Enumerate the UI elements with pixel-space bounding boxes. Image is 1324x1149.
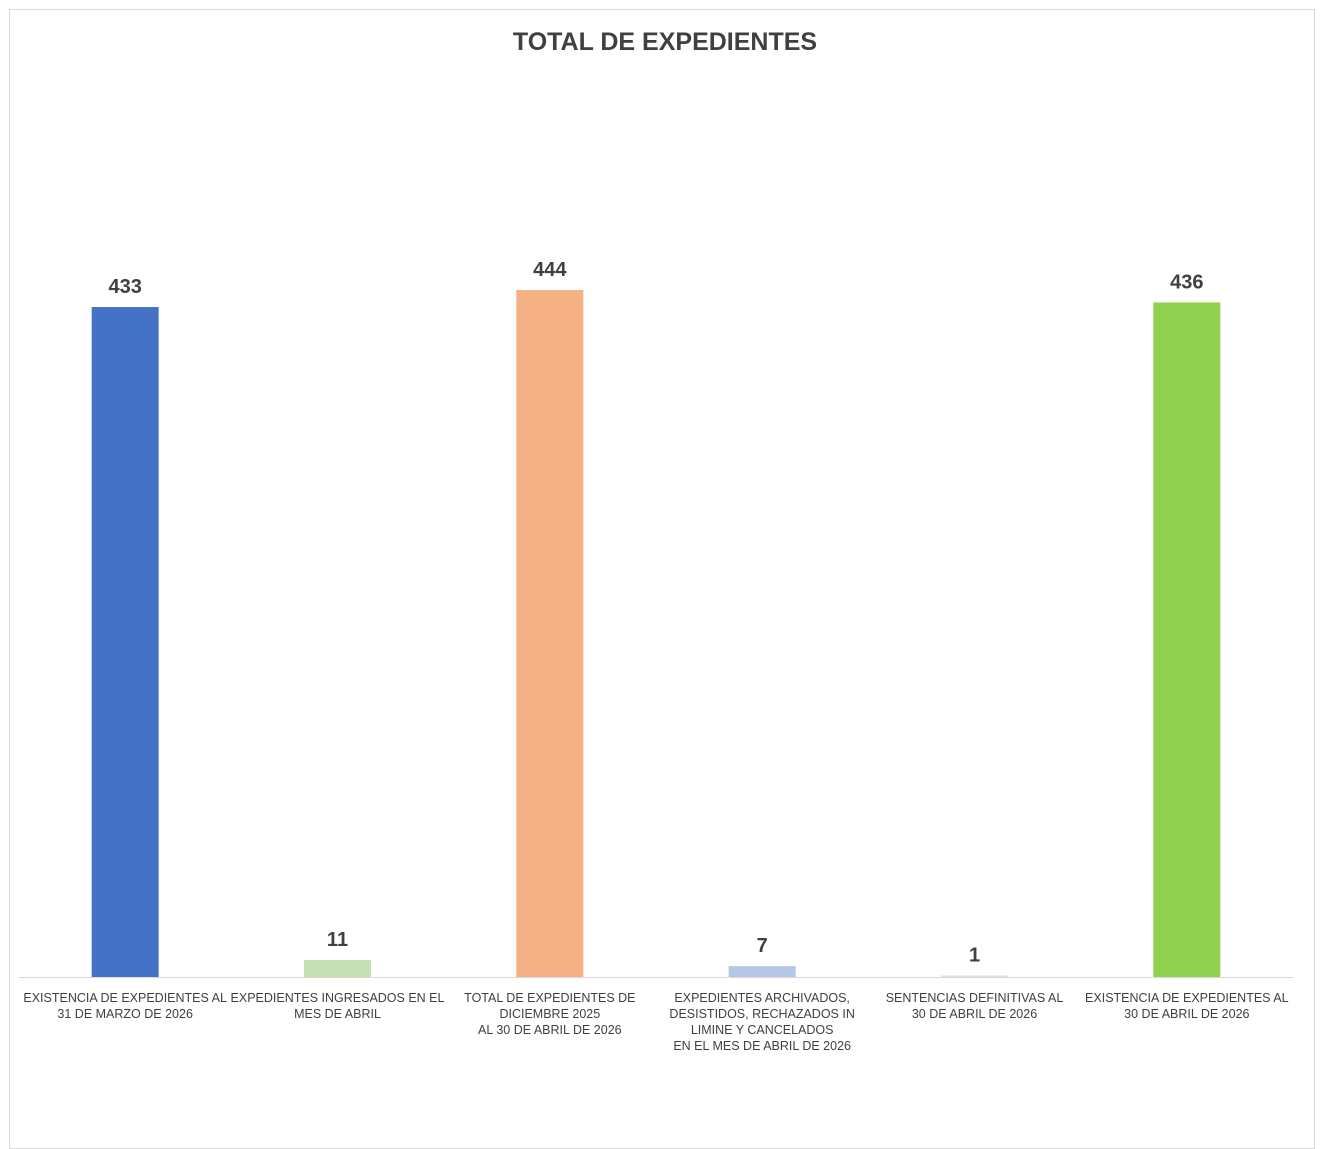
bar-2 [304, 959, 371, 977]
data-label-3: 444 [533, 259, 567, 281]
bar-3 [516, 290, 584, 977]
chart-title: TOTAL DE EXPEDIENTES [512, 28, 818, 56]
category-label-2: EXPEDIENTES INGRESADOS EN EL MES DE ABRI… [230, 991, 445, 1021]
bar-4 [728, 966, 796, 977]
data-label-4: 7 [757, 935, 768, 957]
data-label-1: 433 [108, 276, 141, 298]
category-label-4: EXPEDIENTES ARCHIVADOS, DESISTIDOS, RECH… [669, 991, 855, 1053]
data-label-2: 11 [327, 929, 348, 951]
bar-5 [941, 975, 1008, 977]
category-label-6: EXISTENCIA DE EXPEDIENTES AL 30 DE ABRIL… [1085, 991, 1289, 1021]
data-label-6: 436 [1170, 271, 1203, 293]
data-label-5: 1 [969, 944, 980, 966]
category-label-5: SENTENCIAS DEFINITIVAS AL 30 DE ABRIL DE… [885, 991, 1064, 1021]
bar-6 [1153, 302, 1221, 977]
category-label-3: TOTAL DE EXPEDIENTES DE DICIEMBRE 2025 A… [464, 991, 636, 1037]
category-label-1: EXISTENCIA DE EXPEDIENTES AL 31 DE MARZO… [23, 991, 227, 1021]
bar-1 [91, 307, 159, 977]
